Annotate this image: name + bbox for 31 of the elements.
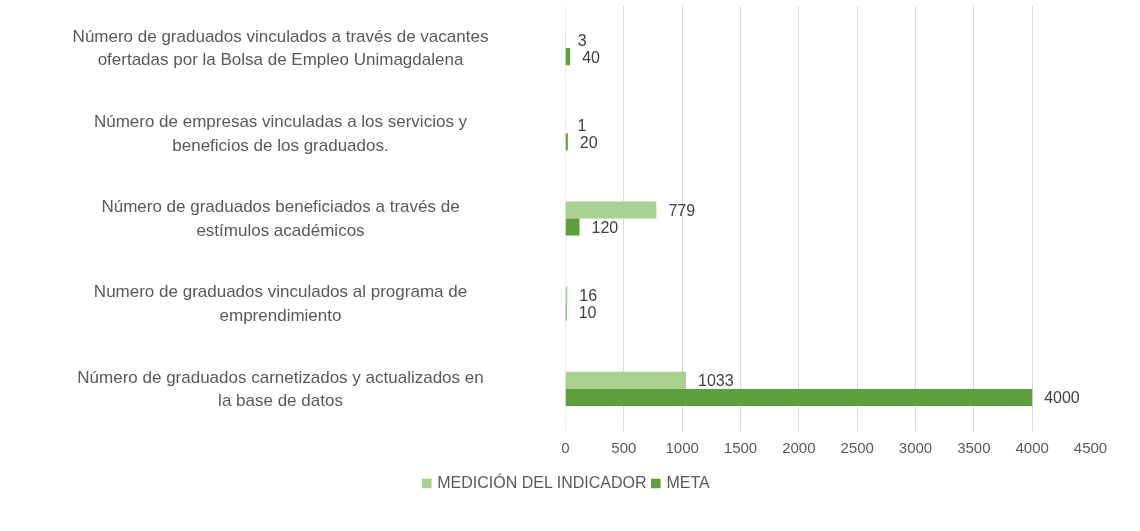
y-tick-label: Número de empresas vinculadas a los servicios y beneficios de los graduados. [93,111,468,155]
x-tick-label: 500 [611,438,637,456]
y-tick-label: Numero de graduados vinculados al programa de emprendimiento [93,282,468,326]
y-tick-label: Número de graduados beneficiados a través de estímulos académicos [101,197,460,240]
y-tick-label: Número de graduados vinculados a través de vacantes ofertadas por la Bolsa de Empleo Unimagdalena [72,26,489,70]
legend-label: META [666,473,710,492]
legend-label: MEDICIÓN DEL INDICADOR [437,473,647,492]
data-label: 4000 [1044,389,1080,407]
data-label: 10 [578,304,597,322]
data-label: 1033 [698,372,734,390]
data-label: 20 [579,133,598,151]
data-label: 16 [579,287,598,305]
bar [565,218,580,236]
data-label: 3 [577,31,587,49]
x-tick-label: 4000 [1015,438,1049,456]
y-tick-label: Número de graduados carnetizados y actualizados en la base de datos [77,367,484,411]
x-tick-label: 0 [561,438,570,456]
data-label: 120 [591,219,619,237]
bar [565,201,657,219]
x-tick-label: 3000 [898,438,933,456]
x-tick-label: 3500 [957,438,991,456]
data-label: 40 [582,48,601,66]
bar [565,371,687,389]
x-tick-label: 2000 [782,438,816,456]
x-tick-label: 1000 [665,438,699,456]
x-tick-label: 4500 [1073,438,1108,456]
data-label: 779 [668,201,696,219]
x-tick-label: 1500 [723,438,758,456]
x-tick-label: 2500 [840,438,874,456]
bar [565,388,1033,406]
data-label: 1 [577,116,587,134]
